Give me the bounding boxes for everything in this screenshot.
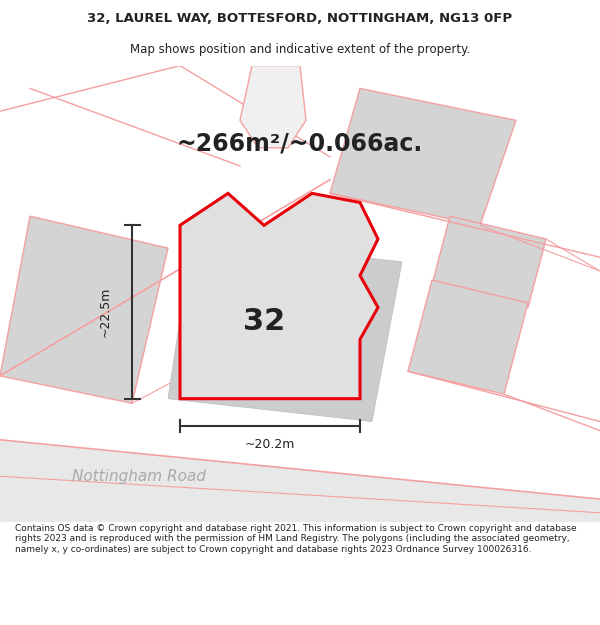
Text: Nottingham Road: Nottingham Road xyxy=(72,469,206,484)
Polygon shape xyxy=(168,239,402,421)
Text: ~22.5m: ~22.5m xyxy=(98,287,112,338)
Polygon shape xyxy=(0,216,168,403)
Text: ~20.2m: ~20.2m xyxy=(245,438,295,451)
Text: 32, LAUREL WAY, BOTTESFORD, NOTTINGHAM, NG13 0FP: 32, LAUREL WAY, BOTTESFORD, NOTTINGHAM, … xyxy=(88,12,512,25)
Text: Contains OS data © Crown copyright and database right 2021. This information is : Contains OS data © Crown copyright and d… xyxy=(15,524,577,554)
Polygon shape xyxy=(0,440,600,522)
Text: ~266m²/~0.066ac.: ~266m²/~0.066ac. xyxy=(177,131,423,155)
Polygon shape xyxy=(432,216,546,308)
Polygon shape xyxy=(408,280,528,394)
Polygon shape xyxy=(330,88,516,225)
Text: Map shows position and indicative extent of the property.: Map shows position and indicative extent… xyxy=(130,42,470,56)
Polygon shape xyxy=(240,66,306,148)
Polygon shape xyxy=(180,193,378,399)
Text: 32: 32 xyxy=(243,307,285,336)
